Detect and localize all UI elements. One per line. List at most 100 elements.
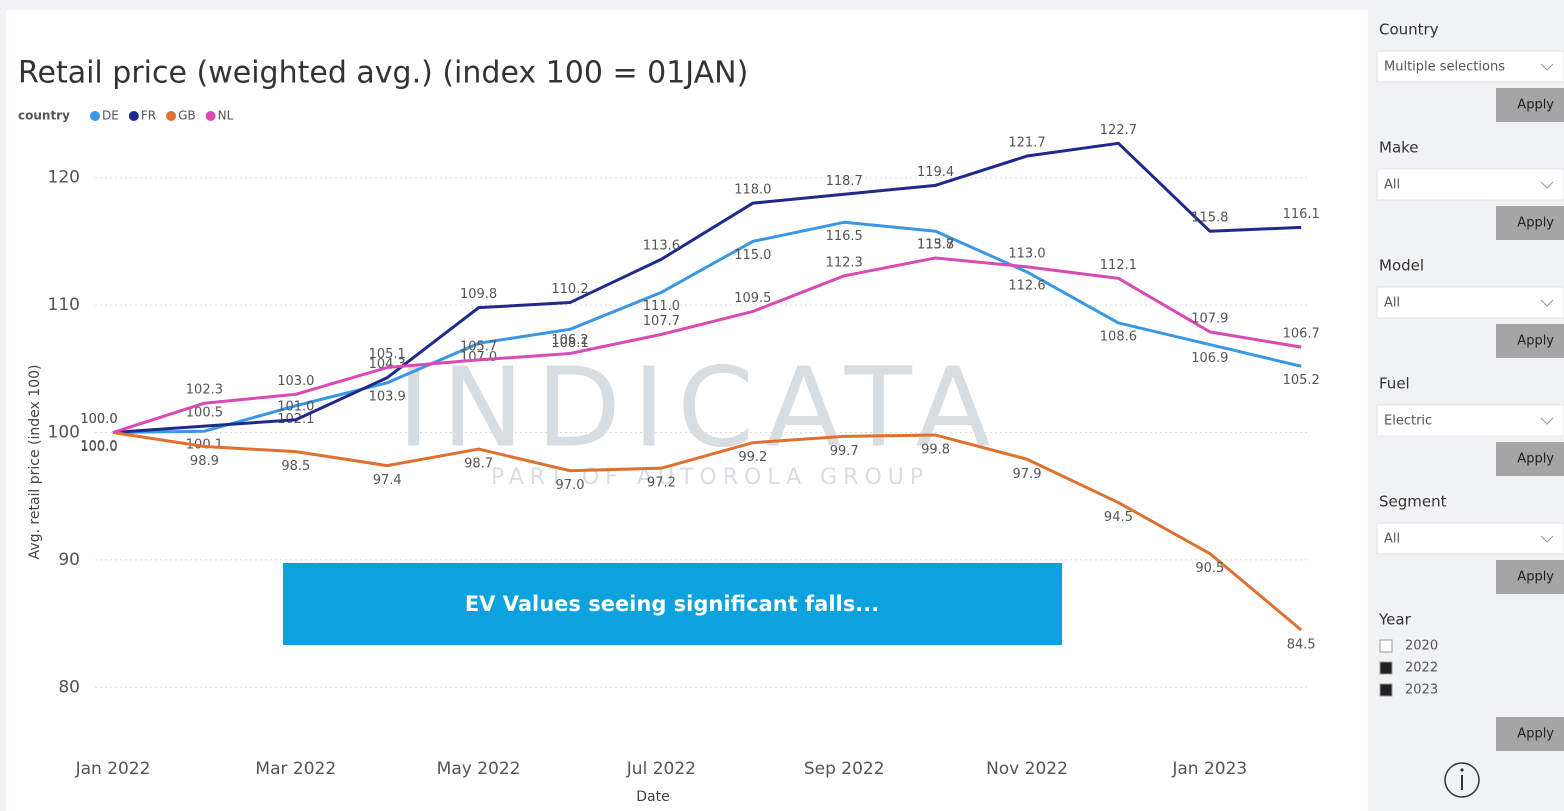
slicer-dropdown[interactable] (1376, 522, 1564, 555)
data-label: 98.5 (281, 459, 310, 474)
series-line (112, 256, 1302, 434)
data-label: 97.9 (1013, 467, 1042, 482)
slicer-value: Electric (1384, 414, 1432, 429)
data-label: 97.0 (556, 478, 585, 493)
y-tick-label: 120 (48, 168, 80, 188)
data-label: 100.5 (186, 406, 223, 421)
year-checkbox[interactable] (1379, 661, 1393, 675)
legend-label: GB (178, 109, 196, 123)
data-label: 105.7 (460, 339, 497, 354)
x-tick-label: May 2022 (437, 759, 521, 779)
data-label: 107.9 (1191, 311, 1228, 326)
slicer-label: Make (1379, 139, 1419, 157)
data-label: 115.8 (917, 238, 954, 253)
x-tick-label: Mar 2022 (255, 759, 336, 779)
data-label: 106.7 (1283, 327, 1320, 342)
data-label: 94.5 (1104, 510, 1133, 525)
apply-button[interactable] (1496, 717, 1564, 751)
legend-label: FR (141, 109, 156, 123)
data-label: 100.0 (80, 440, 117, 455)
slicer-dropdown[interactable] (1376, 404, 1564, 437)
dropdown-chevron (1540, 417, 1554, 425)
legend-marker (205, 111, 216, 121)
data-label: 107.7 (643, 314, 680, 329)
dropdown-chevron (1540, 63, 1554, 71)
slicer-label: Model (1379, 257, 1424, 275)
y-tick-label: 110 (48, 295, 80, 315)
data-label: 121.7 (1008, 136, 1045, 151)
slicer-dropdown[interactable] (1376, 168, 1564, 201)
data-label: 113.0 (1008, 246, 1045, 261)
data-label: 84.5 (1287, 637, 1316, 652)
year-option: 2020 (1405, 639, 1438, 654)
apply-button[interactable] (1496, 206, 1564, 240)
apply-button[interactable] (1496, 442, 1564, 476)
data-label: 105.2 (1283, 373, 1320, 388)
y-tick-label: 100 (48, 423, 80, 443)
slicer-label: Fuel (1379, 375, 1410, 393)
x-tick-label: Nov 2022 (986, 759, 1068, 779)
slicer-dropdown[interactable] (1376, 286, 1564, 319)
data-label: 110.2 (551, 282, 588, 297)
chart-title: Retail price (weighted avg.) (index 100 … (18, 56, 748, 91)
year-option: 2022 (1405, 661, 1438, 676)
data-label: 115.8 (1191, 211, 1228, 226)
info-icon-dot (1460, 768, 1464, 772)
data-label: 100.0 (80, 439, 117, 454)
dropdown-chevron (1540, 299, 1554, 307)
legend-label: DE (102, 109, 119, 123)
watermark-brand: INDICATA (397, 343, 1002, 471)
slicer-panel: Country Multiple selections Apply Make All Ap… (1376, 21, 1564, 751)
slicer-dropdown[interactable] (1376, 50, 1564, 83)
slicer-label: Segment (1379, 493, 1447, 511)
slicer-label: Country (1379, 21, 1439, 39)
data-label: 99.2 (738, 450, 767, 465)
data-label: 108.1 (551, 336, 588, 351)
data-label: 108.6 (1100, 329, 1137, 344)
data-label: 103.0 (277, 374, 314, 389)
data-label: 104.3 (369, 357, 406, 372)
y-axis-title: Avg. retail price (index 100) (27, 365, 43, 560)
year-checkbox[interactable] (1379, 683, 1393, 697)
apply-button[interactable] (1496, 324, 1564, 358)
data-label: 102.3 (186, 383, 223, 398)
year-checkbox[interactable] (1379, 639, 1393, 653)
data-label: 97.4 (373, 473, 402, 488)
data-label: 105.1 (369, 347, 406, 362)
apply-button[interactable] (1496, 560, 1564, 594)
annotation-box (283, 563, 1062, 645)
x-tick-label: Sep 2022 (804, 759, 885, 779)
data-label: 99.7 (830, 444, 859, 459)
data-label: 101.0 (277, 399, 314, 414)
apply-label: Apply (1517, 727, 1554, 742)
data-label: 115.0 (734, 248, 771, 263)
apply-label: Apply (1517, 570, 1554, 585)
slicer-value: Multiple selections (1384, 60, 1505, 75)
year-option: 2023 (1405, 683, 1438, 698)
legend-marker (128, 111, 139, 121)
data-label: 90.5 (1195, 561, 1224, 576)
legend-marker (166, 111, 177, 121)
series-line (112, 141, 1302, 434)
y-tick-label: 90 (58, 550, 80, 570)
data-label: 103.9 (369, 389, 406, 404)
data-label: 116.1 (1283, 207, 1320, 222)
x-tick-label: Jul 2022 (626, 759, 696, 779)
data-label: 119.4 (917, 165, 954, 180)
apply-button[interactable] (1496, 88, 1564, 122)
slicer-value: All (1384, 532, 1400, 547)
data-label: 100.0 (80, 412, 117, 427)
series-line (112, 220, 1302, 434)
data-label: 118.7 (826, 174, 863, 189)
info-icon[interactable] (1444, 762, 1480, 798)
plot: 80 90 100 110 120 Jan 2022 Mar 2022 May 2022 Jul… (48, 123, 1320, 779)
apply-label: Apply (1517, 216, 1554, 231)
slicer-value: All (1384, 296, 1400, 311)
apply-label: Apply (1517, 452, 1554, 467)
slicer-label: Year (1378, 611, 1412, 629)
slicer-value: All (1384, 178, 1400, 193)
data-label: 97.2 (647, 476, 676, 491)
x-tick-label: Jan 2022 (75, 759, 151, 779)
dropdown-chevron (1540, 181, 1554, 189)
